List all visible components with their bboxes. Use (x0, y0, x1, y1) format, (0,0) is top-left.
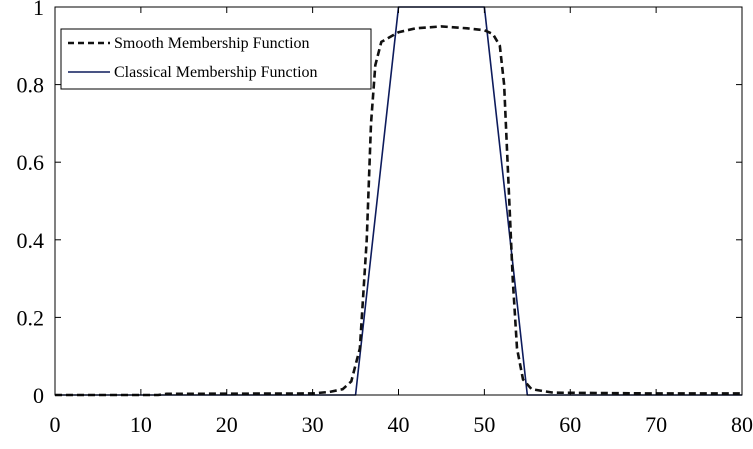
x-tick-label: 60 (559, 412, 581, 437)
legend-box (60, 28, 372, 90)
series-line-smooth (55, 25, 742, 397)
x-tick-label: 80 (731, 412, 753, 437)
x-tick-label: 30 (302, 412, 324, 437)
legend-label-classical: Classical Membership Function (114, 64, 318, 81)
y-tick-label: 0.8 (17, 73, 45, 98)
x-tick-label: 20 (216, 412, 238, 437)
y-tick-label: 0.2 (17, 305, 45, 330)
x-tick-label: 10 (130, 412, 152, 437)
x-tick-label: 70 (645, 412, 667, 437)
y-tick-label: 1 (33, 0, 44, 20)
x-tick-label: 40 (388, 412, 410, 437)
legend: Smooth Membership Function Classical Mem… (60, 28, 372, 90)
x-tick-label: 0 (50, 412, 61, 437)
y-tick-label: 0.6 (17, 150, 45, 175)
x-tick-label: 50 (473, 412, 495, 437)
y-axis: 0 0.2 0.4 0.6 0.8 1 (17, 0, 742, 408)
legend-label-smooth: Smooth Membership Function (114, 35, 310, 52)
x-axis: 0 10 20 30 40 50 60 70 80 (50, 7, 753, 437)
y-tick-label: 0 (33, 383, 44, 408)
y-tick-label: 0.4 (17, 228, 45, 253)
